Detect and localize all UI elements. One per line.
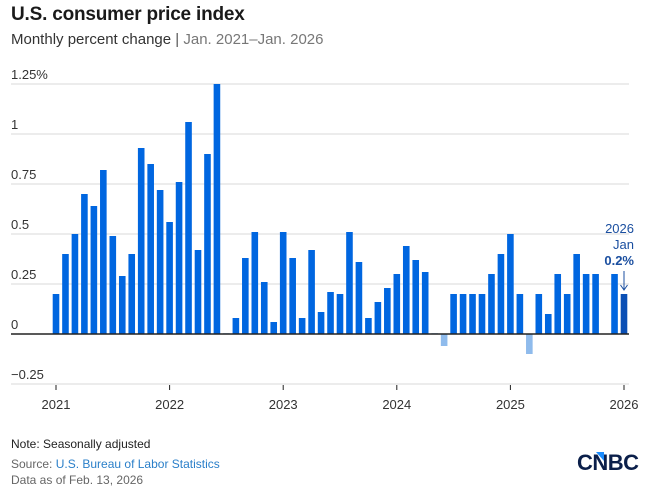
arrow-head [620,284,628,291]
x-tick-label: 2021 [42,397,71,412]
bar-2022-11 [260,282,268,334]
bars [52,84,628,354]
bar-2021-06 [100,170,107,334]
bar-2022-03 [185,122,192,334]
y-tick-label: 1.25% [11,67,48,82]
bar-2021-01 [52,294,60,334]
source-prefix: Source: [11,457,56,471]
cpi-bar-chart: 1.25% 1 0.75 0.5 0.25 0 −0.25 2021 2022 2023 2024… [11,67,639,412]
bar-2021-11 [147,164,154,334]
bar-2021-02 [62,254,69,334]
bar-2022-04 [194,250,202,334]
source-link[interactable]: U.S. Bureau of Labor Statistics [55,457,220,471]
bar-2023-07 [336,294,344,334]
footer-source: Source: U.S. Bureau of Labor Statistics [11,457,220,471]
subtitle-separator: | [175,31,180,48]
bar-2021-07 [109,236,117,334]
bar-2022-05 [204,154,211,334]
bar-2022-10 [251,232,259,334]
bar-2023-01 [279,232,287,334]
footer-as-of: Data as of Feb. 13, 2026 [11,473,144,487]
x-tick-label: 2023 [269,397,298,412]
annotation-month: Jan [613,237,634,252]
bar-2024-07 [450,294,457,334]
bar-2021-10 [137,148,145,334]
bar-2026-01 [620,294,628,334]
x-tick-label: 2022 [155,397,184,412]
annotation-value: 0.2% [604,253,634,268]
bar-2024-04 [421,272,429,334]
bar-2025-04 [535,294,543,334]
bar-2024-06 [440,334,448,346]
cnbc-logo-text: CNBC [577,450,639,473]
cnbc-logo-accent-icon [596,452,604,461]
bar-2021-04 [81,194,88,334]
annotation-year: 2026 [605,221,634,236]
bar-2023-08 [346,232,353,334]
bar-2025-01 [507,234,514,334]
bar-2021-05 [90,206,98,334]
y-tick-label: 0 [11,317,18,332]
bar-2023-12 [384,288,391,334]
bar-2023-03 [298,318,306,334]
bar-2023-06 [327,292,334,334]
bar-2022-08 [232,318,240,334]
bar-2024-11 [488,274,495,334]
bar-2024-03 [412,260,420,334]
bar-2021-12 [156,190,164,334]
chart-title: U.S. consumer price index [11,4,245,25]
subtitle-main: Monthly percent change [11,31,172,48]
bar-2023-02 [289,258,296,334]
bar-2025-06 [554,274,562,334]
x-tick-label: 2024 [382,397,411,412]
bar-2025-09 [582,274,590,334]
bar-2024-02 [402,246,410,334]
bar-2025-08 [573,254,580,334]
bar-2023-10 [365,318,372,334]
bar-2022-12 [270,322,278,334]
latest-annotation: 2026 Jan 0.2% [604,221,634,291]
bar-2024-10 [478,294,486,334]
bar-2024-01 [393,274,401,334]
bar-2022-09 [242,258,249,334]
bar-2024-09 [469,294,476,334]
subtitle-range: Jan. 2021–Jan. 2026 [183,31,324,48]
y-tick-label: 0.25 [11,267,36,282]
bar-2023-11 [374,302,382,334]
x-tick-label: 2025 [496,397,525,412]
bar-2021-09 [128,254,136,334]
y-tick-label: 1 [11,117,18,132]
footer-note: Note: Seasonally adjusted [11,437,151,451]
x-axis: 2021 2022 2023 2024 2025 2026 [42,385,639,412]
gridlines [11,83,629,385]
y-tick-label: 0.5 [11,217,29,232]
bar-2024-08 [459,294,467,334]
bar-2023-09 [355,262,363,334]
bar-2025-05 [544,314,552,334]
bar-2022-02 [175,182,183,334]
bar-2021-03 [71,234,79,334]
bar-2025-02 [516,294,524,334]
down-arrow-icon [620,271,628,291]
y-tick-label: 0.75 [11,167,36,182]
bar-2023-04 [308,250,315,334]
y-tick-label: −0.25 [11,367,44,382]
bar-2022-01 [166,222,173,334]
cnbc-logo: CNBC [577,450,640,473]
bar-2025-10 [592,274,599,334]
chart-subtitle: Monthly percent change | Jan. 2021–Jan. … [11,31,323,48]
x-tick-label: 2026 [610,397,639,412]
bar-2022-06 [213,84,221,334]
bar-2025-03 [526,334,533,354]
bar-2024-12 [497,254,505,334]
bar-2021-08 [118,276,126,334]
bar-2025-07 [563,294,571,334]
y-axis-labels: 1.25% 1 0.75 0.5 0.25 0 −0.25 [11,67,48,382]
bar-2023-05 [317,312,325,334]
bar-2025-12 [611,274,618,334]
